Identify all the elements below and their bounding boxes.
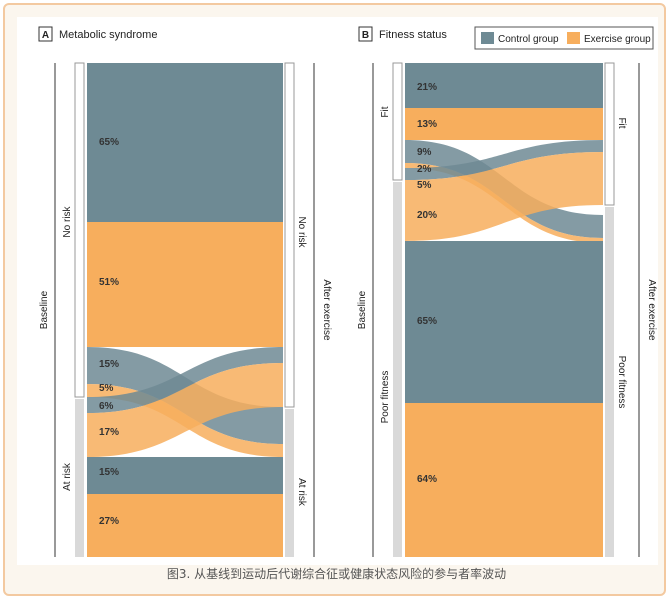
- panel-a-flow-5: [87, 363, 283, 457]
- panel-a-flow-label-0: 65%: [99, 137, 119, 148]
- panel-b-flow-label-7: 64%: [417, 474, 437, 485]
- panel-b-flow-7: [405, 403, 603, 557]
- panel-b-flow-5: [405, 152, 603, 241]
- panel-a-right-node-bottom: [285, 409, 294, 557]
- sankey-figure: A Metabolic syndrome Baseline After exercis…: [38, 26, 657, 557]
- panel-a-flow-label-5: 17%: [99, 427, 119, 438]
- panel-a-flow-7: [87, 494, 283, 557]
- panel-a-letter-box: [38, 26, 53, 42]
- panel-b-title: Fitness status: [379, 29, 447, 41]
- panel-a-left-node-bottom: [75, 399, 84, 557]
- panel-b-letter: B: [362, 30, 369, 41]
- panel-b-letter-box: [358, 26, 373, 42]
- panel-a-flow-label-3: 5%: [99, 383, 114, 394]
- panel-b-flow-label-0: 21%: [417, 82, 437, 93]
- panel-a-flow-0: [87, 63, 283, 222]
- panel-b-left-label-bottom: Poor fitness: [380, 371, 391, 424]
- panel-b-flow-label-3: 2%: [417, 164, 432, 175]
- panel-b-flow-6: [405, 241, 603, 403]
- panel-b-flow-label-4: 5%: [417, 180, 432, 191]
- figure-frame: A Metabolic syndrome Baseline After exercis…: [3, 3, 666, 596]
- figure-panel: A Metabolic syndrome Baseline After exercis…: [17, 17, 658, 565]
- panel-b-flow-label-2: 9%: [417, 147, 432, 158]
- panel-b-flow-label-1: 13%: [417, 119, 437, 130]
- panel-b-flow-label-5: 20%: [417, 210, 437, 221]
- panel-a-title: Metabolic syndrome: [59, 29, 157, 41]
- legend-label-1: Exercise group: [584, 34, 651, 45]
- panel-b-flow-4: [405, 140, 603, 180]
- panel-b-left-node-bottom: [393, 182, 402, 557]
- panel-a-flow-label-2: 15%: [99, 359, 119, 370]
- panel-a-flow-label-7: 27%: [99, 516, 119, 527]
- panel-a-right-label-bottom: At risk: [296, 478, 307, 507]
- panel-b-right-node-top: [604, 62, 615, 206]
- panel-a-flow-label-6: 15%: [99, 467, 119, 478]
- panel-b-right-node-bottom: [605, 207, 614, 557]
- legend-swatch-1: [567, 32, 580, 44]
- legend-swatch-0: [481, 32, 494, 44]
- panel-a-flow-label-1: 51%: [99, 277, 119, 288]
- panel-a-flow-4: [87, 347, 283, 413]
- panel-a-letter: A: [42, 30, 49, 41]
- panel-a-right-label-top: No risk: [296, 216, 307, 248]
- figure-caption: 图3. 从基线到运动后代谢综合征或健康状态风险的参与者率波动: [166, 567, 507, 581]
- panel-b-left-label-top: Fit: [380, 106, 391, 117]
- panel-a-left-label-top: No risk: [62, 205, 73, 237]
- panel-b-flow-0: [405, 63, 603, 108]
- panel-a-left-node-top: [74, 62, 85, 398]
- panel-b-flow-1: [405, 108, 603, 140]
- panel-a-left-label-bottom: At risk: [62, 462, 73, 491]
- panel-a-flow-label-4: 6%: [99, 401, 114, 412]
- panel-a-right-node-top: [284, 62, 295, 408]
- panel-b-right-label-bottom: Poor fitness: [616, 356, 627, 409]
- legend-label-0: Control group: [498, 34, 559, 45]
- panel-b-left-node-top: [392, 62, 403, 181]
- panel-a-right-axis-title: After exercise: [321, 279, 332, 341]
- legend-box: [474, 26, 654, 50]
- panel-a-left-axis-title: Baseline: [39, 290, 50, 329]
- panel-a-flow-6: [87, 457, 283, 494]
- panel-b-left-axis-title: Baseline: [357, 290, 368, 329]
- panel-a-flow-1: [87, 222, 283, 347]
- panel-b-flow-label-6: 65%: [417, 316, 437, 327]
- panel-b-right-axis-title: After exercise: [646, 279, 657, 341]
- panel-b-right-label-top: Fit: [616, 117, 627, 128]
